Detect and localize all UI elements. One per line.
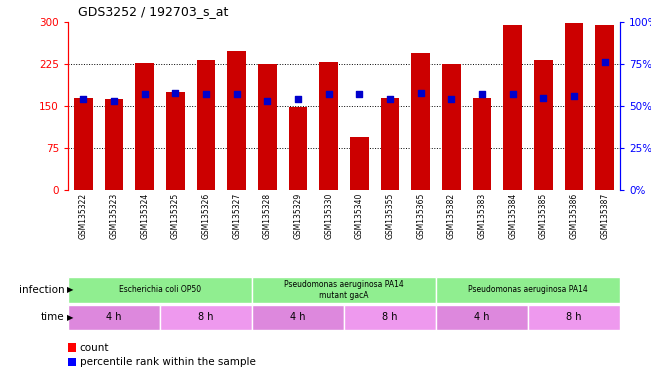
Text: count: count (79, 343, 109, 353)
Text: GSM135330: GSM135330 (324, 192, 333, 239)
Bar (436, 277, 620, 303)
Text: 4 h: 4 h (106, 313, 122, 323)
Text: GSM135323: GSM135323 (109, 192, 118, 239)
Bar (197, 60, 215, 190)
Bar (436, 305, 528, 330)
Point (324, 91, 334, 97)
Point (262, 98, 273, 104)
Point (139, 91, 150, 97)
Bar (252, 305, 344, 330)
Text: GDS3252 / 192703_s_at: GDS3252 / 192703_s_at (78, 5, 229, 18)
Text: GSM135385: GSM135385 (539, 192, 548, 239)
Text: GSM135355: GSM135355 (385, 192, 395, 239)
Text: GSM135365: GSM135365 (416, 192, 425, 239)
Text: GSM135324: GSM135324 (140, 192, 149, 239)
Bar (68, 277, 252, 303)
Text: GSM135387: GSM135387 (600, 192, 609, 239)
Text: Pseudomonas aeruginosa PA14: Pseudomonas aeruginosa PA14 (468, 285, 588, 295)
Bar (68, 305, 160, 330)
Bar (503, 25, 522, 190)
Bar (289, 107, 307, 190)
Text: GSM135340: GSM135340 (355, 192, 364, 239)
Bar (227, 51, 246, 190)
Bar (160, 305, 252, 330)
Text: infection: infection (19, 285, 64, 295)
Bar (344, 305, 436, 330)
Bar (565, 23, 583, 190)
Bar (411, 53, 430, 190)
Bar (473, 98, 492, 190)
Text: 8 h: 8 h (199, 313, 214, 323)
Point (170, 89, 180, 96)
Point (569, 93, 579, 99)
Point (354, 91, 365, 97)
Point (415, 89, 426, 96)
Text: ▶: ▶ (67, 285, 74, 295)
Bar (258, 64, 277, 190)
Bar (135, 63, 154, 190)
Point (477, 91, 487, 97)
Point (109, 98, 119, 104)
Text: 8 h: 8 h (566, 313, 582, 323)
Point (508, 91, 518, 97)
Text: GSM135327: GSM135327 (232, 192, 241, 239)
Text: percentile rank within the sample: percentile rank within the sample (79, 357, 256, 367)
Point (232, 91, 242, 97)
Bar (528, 305, 620, 330)
Text: GSM135322: GSM135322 (79, 192, 88, 239)
Text: GSM135328: GSM135328 (263, 192, 272, 239)
Text: GSM135329: GSM135329 (294, 192, 303, 239)
Bar (534, 60, 553, 190)
Text: GSM135383: GSM135383 (477, 192, 486, 239)
Text: 4 h: 4 h (474, 313, 490, 323)
Text: Pseudomonas aeruginosa PA14
mutant gacA: Pseudomonas aeruginosa PA14 mutant gacA (284, 280, 404, 300)
Point (385, 96, 395, 103)
Text: time: time (41, 313, 64, 323)
Bar (596, 25, 614, 190)
Text: GSM135325: GSM135325 (171, 192, 180, 239)
Bar (252, 277, 436, 303)
Point (600, 59, 610, 65)
Point (78, 96, 89, 103)
Bar (74, 98, 92, 190)
Text: GSM135386: GSM135386 (570, 192, 579, 239)
Point (201, 91, 211, 97)
Bar (320, 62, 338, 190)
Point (446, 96, 456, 103)
Bar (350, 137, 368, 190)
Text: GSM135382: GSM135382 (447, 192, 456, 239)
Bar (166, 92, 184, 190)
Text: 8 h: 8 h (382, 313, 398, 323)
Text: GSM135384: GSM135384 (508, 192, 517, 239)
Bar (381, 98, 399, 190)
Point (538, 94, 549, 101)
Point (293, 96, 303, 103)
Bar (442, 64, 460, 190)
Text: Escherichia coli OP50: Escherichia coli OP50 (119, 285, 201, 295)
Text: 4 h: 4 h (290, 313, 306, 323)
Text: GSM135326: GSM135326 (202, 192, 210, 239)
Text: ▶: ▶ (67, 313, 74, 322)
Bar (105, 99, 123, 190)
